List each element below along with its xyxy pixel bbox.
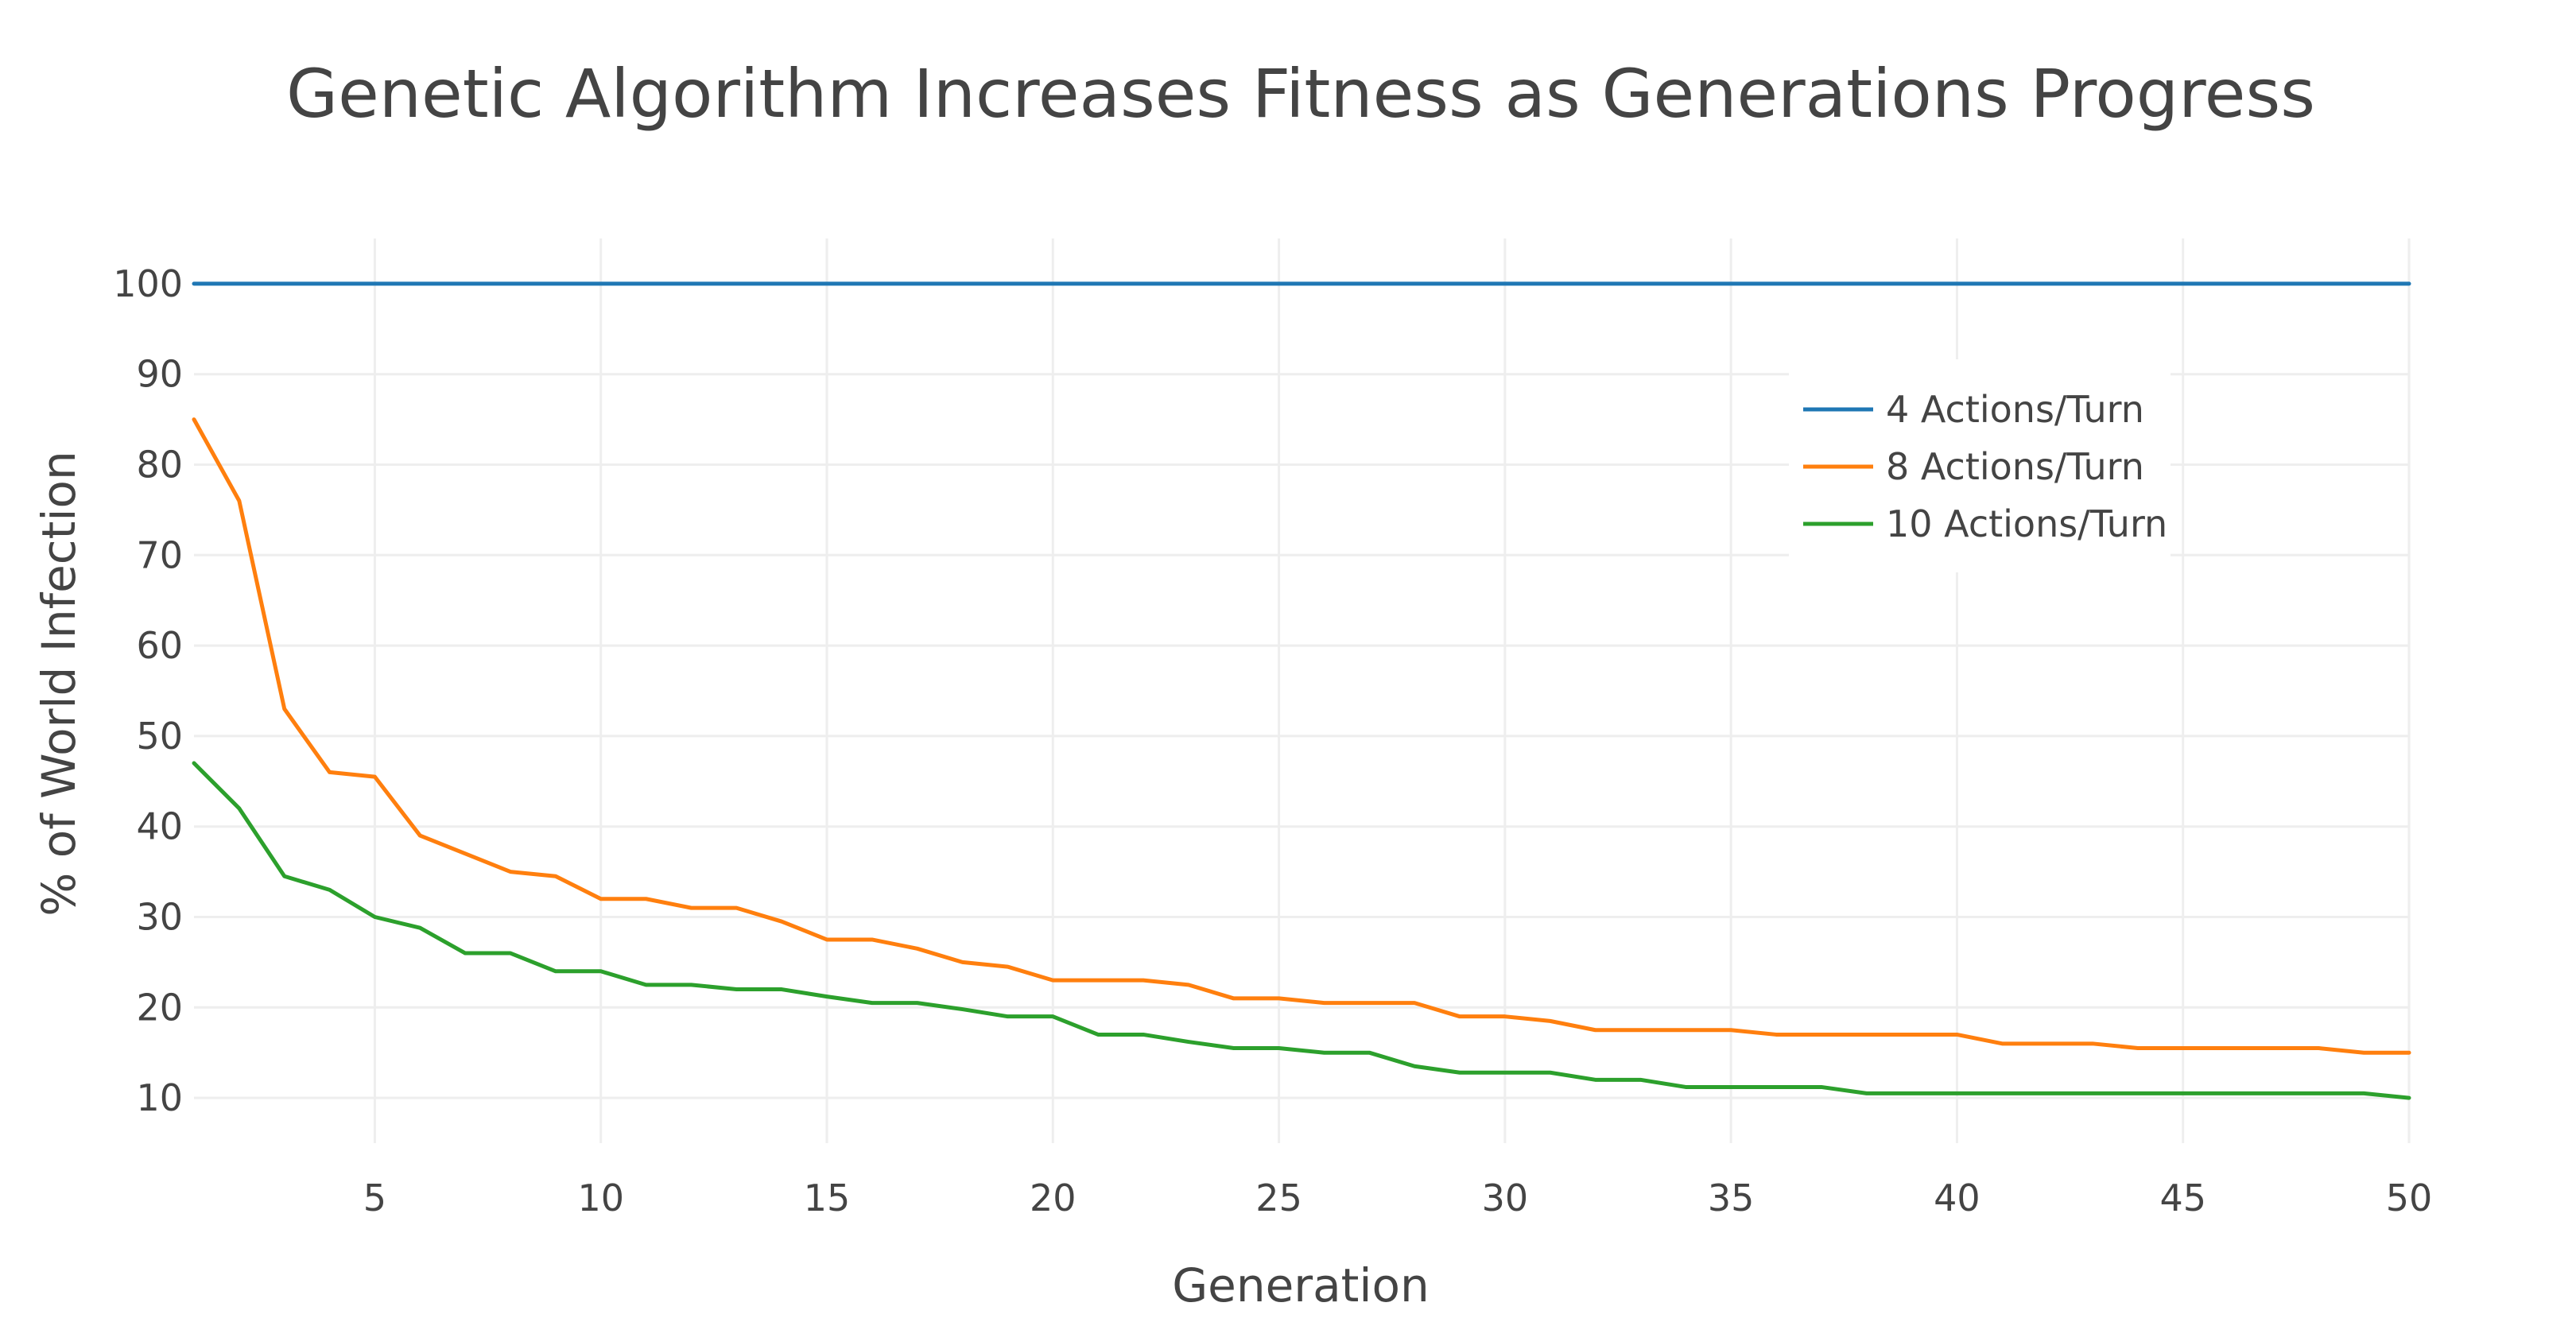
y-tick-label: 20 (136, 986, 183, 1029)
x-tick-label: 45 (2159, 1177, 2206, 1219)
grid-layer (194, 238, 2411, 1143)
x-tick-label: 40 (1934, 1177, 1980, 1219)
x-tick-label: 5 (363, 1177, 386, 1219)
y-axis-title: % of World Infection (32, 451, 86, 917)
y-tick-label: 80 (136, 444, 183, 487)
x-tick-label: 35 (1708, 1177, 1755, 1219)
x-tick-label: 20 (1030, 1177, 1077, 1219)
x-axis-title: Generation (1172, 1258, 1430, 1312)
legend[interactable]: 4 Actions/Turn 8 Actions/Turn 10 Actions/T… (1789, 359, 2171, 572)
legend-label: 4 Actions/Turn (1886, 388, 2144, 431)
legend-label: 8 Actions/Turn (1886, 445, 2144, 488)
x-tick-labels: 5 10 15 20 25 30 35 40 45 50 (363, 1177, 2432, 1219)
y-tick-label: 50 (136, 715, 183, 758)
y-tick-label: 60 (136, 624, 183, 667)
y-tick-label: 10 (136, 1076, 183, 1119)
y-tick-label: 70 (136, 533, 183, 576)
series-line-3 (192, 761, 2411, 1100)
chart-title: Genetic Algorithm Increases Fitness as G… (286, 55, 2315, 133)
y-tick-label: 40 (136, 805, 183, 848)
x-tick-label: 10 (577, 1177, 624, 1219)
x-tick-label: 30 (1482, 1177, 1529, 1219)
x-tick-label: 15 (804, 1177, 851, 1219)
y-tick-label: 30 (136, 896, 183, 939)
x-tick-label: 25 (1255, 1177, 1302, 1219)
y-tick-label: 90 (136, 353, 183, 396)
series-line-2 (192, 417, 2411, 1055)
legend-label: 10 Actions/Turn (1886, 502, 2167, 545)
y-tick-label: 100 (113, 262, 183, 305)
x-tick-label: 50 (2386, 1177, 2433, 1219)
series-layer (192, 281, 2411, 1100)
y-tick-labels: 10 20 30 40 50 60 70 80 90 100 (113, 262, 183, 1119)
